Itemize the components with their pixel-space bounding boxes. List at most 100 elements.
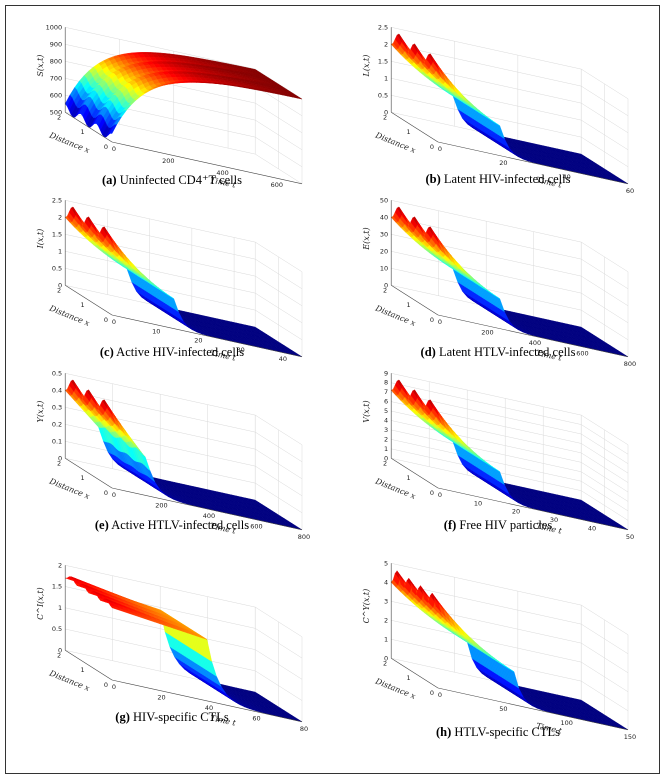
grid-walls [390,200,629,358]
z-tick-label: 0 [58,454,62,462]
x-axis-line [65,112,113,143]
x-tick-label: 1 [80,128,84,136]
z-tick-label: 1 [58,247,62,255]
x-tick-label: 1 [80,474,84,482]
axes [64,373,303,531]
z-tick-label: 0 [384,108,388,116]
x-tick-label: 2 [57,286,61,294]
z-axis-label: I(x,t) [36,229,45,250]
z-tick-label: 0.5 [378,91,388,99]
x-tick-label: 0 [430,143,434,151]
z-tick-label: 30 [380,230,388,238]
z-axis-label: Y(x,t) [36,401,45,423]
axes [64,200,303,358]
t-tick-label: 200 [162,157,174,165]
z-tick-label: 0 [58,281,62,289]
panel-d: 0 10 20 30 40 50 0 1 2 0 200 400 600 800 E(x,t) Distanc… [338,195,658,380]
panel-b: 0 0.5 1 1.5 2 2.5 0 1 2 0 20 40 60 L(x,t) Distance x Ti… [338,22,658,207]
x-tick-label: 2 [57,113,61,121]
grid-walls [390,27,629,185]
z-tick-label: 0.3 [52,403,62,411]
t-tick-label: 200 [481,328,493,336]
x-axis-line [65,458,113,489]
t-tick-label: 40 [279,355,287,363]
z-axis-label: S(x,t) [36,55,45,77]
x-axis-line [391,112,439,143]
z-axis-label: L(x,t) [362,55,371,78]
z-tick-label: 0.4 [52,386,62,394]
z-tick-label: 0.1 [52,437,62,445]
x-axis-label: Distance x [47,303,91,328]
grid-line [391,95,629,168]
z-tick-label: 1 [384,74,388,82]
x-axis-line [391,285,439,316]
t-tick-label: 400 [216,169,228,177]
z-tick-label: 500 [50,108,62,116]
t-tick-label: 40 [563,173,571,181]
x-tick-label: 0 [104,143,108,151]
x-tick-label: 2 [57,459,61,467]
t-tick-label: 800 [298,533,310,541]
surface [64,206,303,357]
surface [64,379,303,530]
axes [390,200,629,358]
t-tick-label: 0 [438,318,442,326]
surface-patch [435,70,443,80]
z-tick-label: 50 [380,196,388,204]
caption-c: (c) Active HIV-infected cells [99,345,245,359]
grid-line [65,217,303,290]
x-tick-label: 2 [383,113,387,121]
grid-line [391,44,629,117]
surface-plot-d: 010203040500120200400600800E(x,t)Distanc… [362,196,636,367]
z-tick-label: 2.5 [52,196,62,204]
x-axis-label: Distance x [373,303,417,328]
t-tick-label: 200 [155,501,167,509]
t-tick-label: 60 [626,187,634,195]
surface [64,52,303,138]
grid-line [65,268,303,341]
z-tick-label: 40 [380,213,388,221]
plot-group: 00.10.20.30.40.50120200400600800Y(x,t)Di… [36,369,310,541]
z-tick-label: 1.5 [52,230,62,238]
grid-line [391,268,629,341]
axes [64,27,303,185]
x-axis-label: Distance x [47,476,91,501]
t-tick-label: 20 [499,159,507,167]
caption-a: (a) Uninfected CD4⁺T cells [101,173,242,187]
surface-plot-e: 00.10.20.30.40.50120200400600800Y(x,t)Di… [36,369,310,541]
z-tick-label: 1.5 [378,57,388,65]
surface-patch [109,416,117,426]
axes [390,27,629,185]
z-tick-label: 0.5 [52,264,62,272]
surface [390,206,629,357]
t-tick-label: 20 [194,337,202,345]
z-tick-label: 0 [384,281,388,289]
t-tick-label: 0 [112,318,116,326]
z-tick-label: 600 [50,91,62,99]
x-tick-label: 1 [80,301,84,309]
surface [390,33,629,184]
t-tick-label: 800 [624,360,636,368]
panel-c: 0 0.5 1 1.5 2 2.5 0 1 2 0 10 20 30 40 I(x,t) Distance x… [12,195,332,380]
plot-group: 010203040500120200400600800E(x,t)Distanc… [362,196,636,367]
z-tick-label: 2 [384,40,388,48]
z-tick-label: 0.5 [52,369,62,377]
figure-frame [5,5,660,774]
caption-b: (b) Latent HIV-infected cells [425,172,571,186]
panel-e: 0 0.1 0.2 0.3 0.4 0.5 0 1 2 0 200 400 600 800 Y(x,t) Di… [12,368,332,553]
t-tick-label: 0 [438,145,442,153]
t-axis-line [111,314,303,358]
x-axis-label: Distance x [373,130,417,155]
panel-a: 500 600 700 800 900 1000 0 1 2 0 200 400 600 S(x,t) Di… [12,22,332,207]
t-tick-label: 600 [271,181,283,189]
x-axis-label: Distance x [47,130,91,155]
z-tick-label: 1000 [46,23,63,31]
x-tick-label: 1 [406,301,410,309]
x-tick-label: 0 [104,489,108,497]
x-tick-label: 2 [383,286,387,294]
t-axis-line [111,487,303,531]
t-axis-line [437,141,629,185]
